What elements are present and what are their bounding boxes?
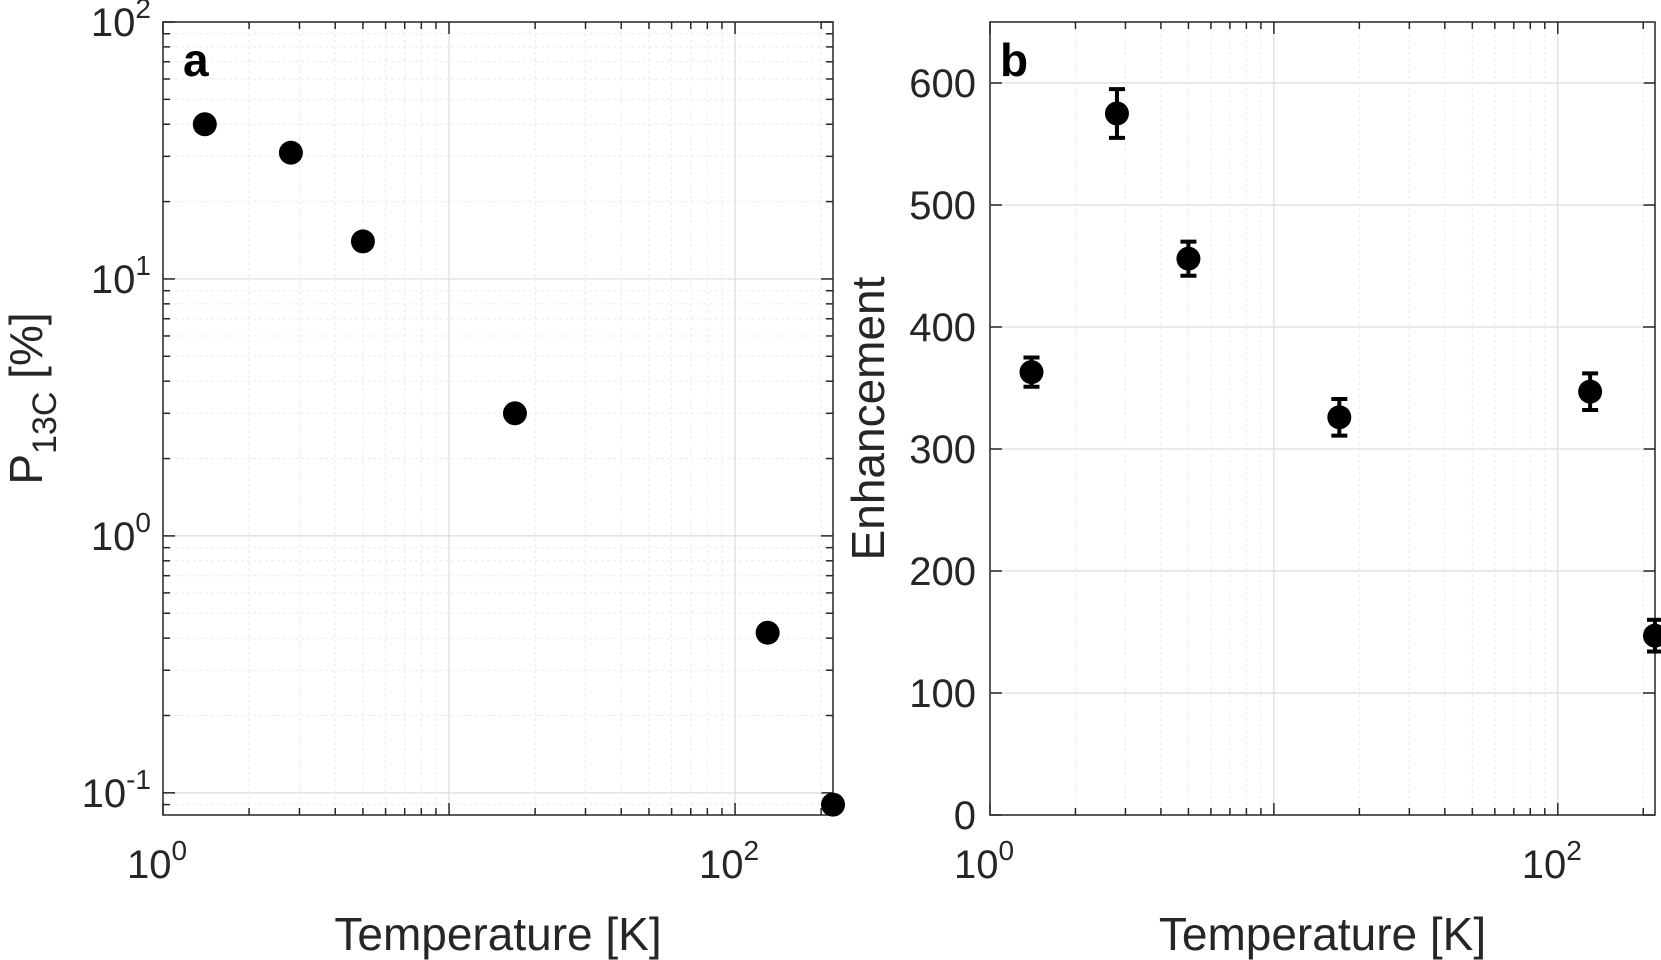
a-data-point [502,401,527,426]
a-data-point [755,620,780,645]
b-ytick-label: 400 [909,306,976,350]
b-data-point [1327,405,1352,430]
a-data-point [278,140,303,165]
b-ytick-label: 500 [909,184,976,228]
a-x-axis-title: Temperature [K] [334,908,661,960]
a-ytick-label: 100 [91,507,151,559]
b-ytick-label: 600 [909,62,976,106]
b-panel-letter: b [1000,34,1028,86]
a-data-point [350,229,375,254]
b-xtick-label: 100 [954,835,1014,887]
b-ytick-label: 200 [909,550,976,594]
b-ytick-label: 0 [954,794,976,838]
b-axes-frame [989,21,1656,816]
b-data-point [1019,360,1044,385]
a-data-point [821,792,845,817]
b-xtick-label: 102 [1522,835,1582,887]
a-ytick-label: 10-1 [82,764,151,816]
b-x-axis-title: Temperature [K] [1159,908,1486,960]
a-axes-frame [162,21,834,816]
b-ytick-label: 300 [909,428,976,472]
a-ytick-label: 102 [91,0,151,45]
b-y-axis-title: Enhancement [842,276,894,560]
a-ytick-label: 101 [91,250,151,302]
b-ytick-label: 100 [909,672,976,716]
a-y-axis-title: P13C [%] [0,312,64,484]
a-xtick-label: 100 [127,835,187,887]
panel-a: 100 102 Temperature [K] 10-1 100 101 102 P13C [… [0,0,845,960]
b-data-point [1176,246,1201,271]
a-panel-letter: a [183,34,209,86]
b-data-point [1578,379,1603,404]
a-data-point [192,112,217,137]
b-data-point [1643,623,1661,648]
a-xtick-label: 102 [699,835,759,887]
b-data-point [1104,101,1129,126]
